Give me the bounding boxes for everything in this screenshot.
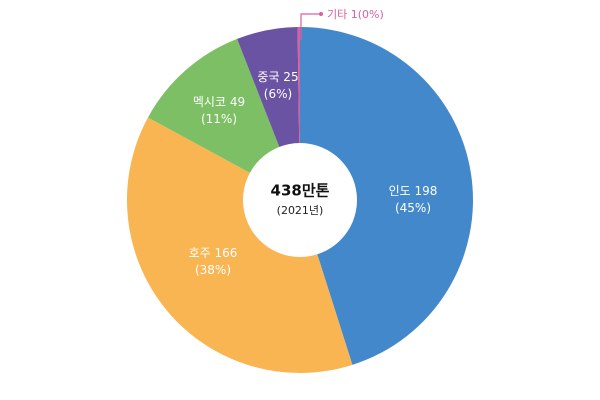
slice-label-china: 중국 25 (6%) — [257, 69, 298, 103]
slice-label-australia: 호주 166 (38%) — [189, 245, 238, 279]
center-total: 438만톤 — [270, 181, 330, 200]
slice-label-other: 기타 1(0%) — [327, 8, 384, 21]
center-year: (2021년) — [276, 204, 324, 217]
slice-label-pct: (38%) — [194, 263, 232, 277]
slice-label-mexico: 멕시코 49 (11%) — [193, 94, 245, 128]
callout-line — [300, 13, 320, 40]
callout-dot — [319, 12, 323, 16]
slice-label-india: 인도 198 (45%) — [389, 183, 438, 217]
slice-label-name: 호주 166 — [188, 246, 238, 260]
slice-label-pct: (6%) — [263, 87, 293, 101]
slice-label-name: 중국 25 — [257, 70, 299, 84]
slice-label-pct: (45%) — [394, 201, 432, 215]
slice-0 — [300, 27, 474, 365]
slice-label-name: 멕시코 49 — [192, 95, 246, 109]
slice-1 — [126, 117, 353, 374]
donut-hole — [243, 143, 357, 257]
slice-label-pct: (11%) — [200, 112, 238, 126]
slice-label-name: 인도 198 — [388, 184, 438, 198]
